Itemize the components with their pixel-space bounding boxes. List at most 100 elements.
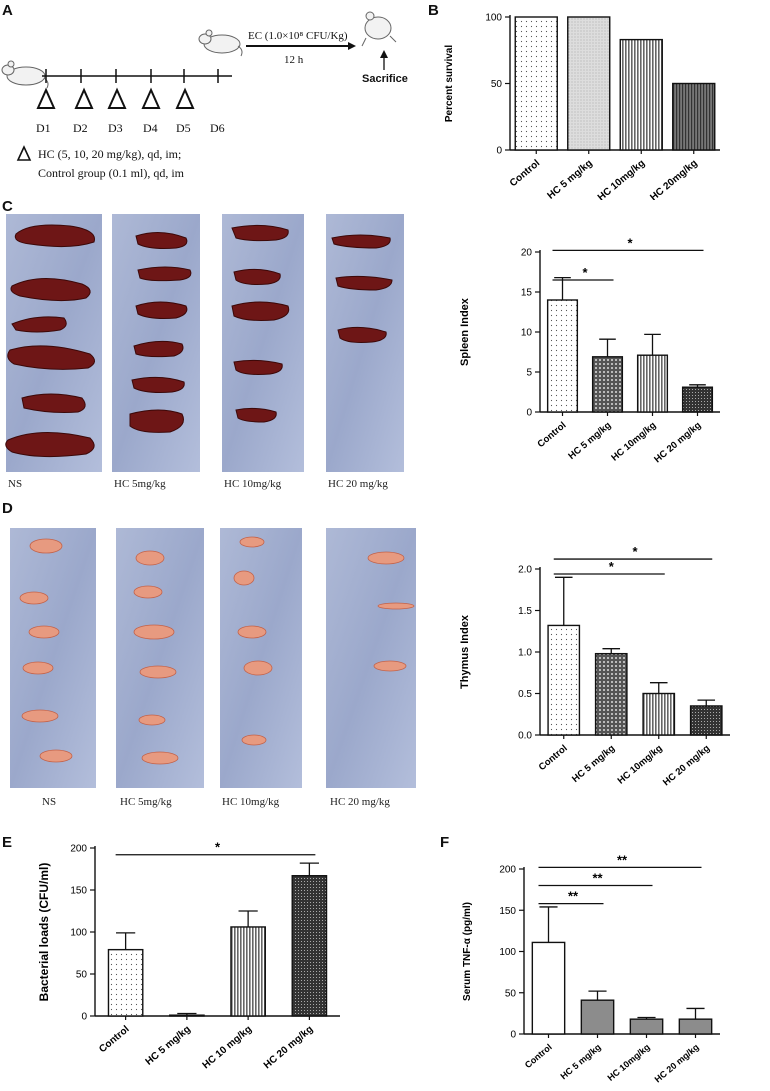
y-axis-label: Percent survival bbox=[444, 45, 455, 122]
bar bbox=[591, 356, 624, 413]
legend-line-2: Control group (0.1 ml), qd, im bbox=[38, 166, 184, 180]
y-tick-label: 5 bbox=[526, 368, 532, 379]
day-label-1: D1 bbox=[36, 121, 51, 135]
x-tick-label: HC 20 mg/kg bbox=[262, 1024, 315, 1071]
day-label-4: D4 bbox=[143, 121, 158, 135]
x-tick-label: HC 5 mg/kg bbox=[570, 743, 617, 785]
panel-letter-b: B bbox=[428, 2, 439, 19]
significance-star: ** bbox=[617, 852, 628, 867]
bar bbox=[594, 652, 628, 736]
y-tick-label: 0 bbox=[81, 1012, 87, 1023]
y-tick-label: 200 bbox=[499, 865, 516, 876]
y-tick-label: 0 bbox=[510, 1030, 516, 1041]
y-tick-label: 50 bbox=[76, 970, 88, 981]
spleen-photos bbox=[5, 214, 404, 472]
y-axis-label: Thymus Index bbox=[459, 614, 471, 689]
day-label-6: D6 bbox=[210, 121, 225, 135]
x-tick-label: HC 5 mg/kg bbox=[558, 1042, 602, 1081]
x-tick-label: HC 5 mg/kg bbox=[566, 420, 613, 462]
x-tick-label: Control bbox=[535, 420, 568, 450]
y-tick-label: 200 bbox=[70, 844, 87, 855]
bar bbox=[107, 948, 144, 1017]
x-tick-label: HC 20 mg/kg bbox=[661, 743, 712, 789]
bar bbox=[678, 1018, 713, 1035]
photo-label-hc5: HC 5mg/kg bbox=[114, 478, 166, 490]
legend-line-1: HC (5, 10, 20 mg/kg), qd, im; bbox=[38, 147, 182, 161]
sacrifice-label: Sacrifice bbox=[362, 73, 408, 85]
photo-label-ns: NS bbox=[42, 796, 57, 808]
x-tick-label: HC 20mg/kg bbox=[648, 158, 699, 200]
y-tick-label: 15 bbox=[521, 288, 533, 299]
x-tick-label: HC 10mg/kg bbox=[596, 158, 647, 200]
dose-markers bbox=[36, 87, 195, 109]
bar bbox=[689, 705, 723, 736]
bar bbox=[636, 354, 669, 413]
y-tick-label: 0 bbox=[526, 408, 532, 419]
photo-label-hc20: HC 20 mg/kg bbox=[328, 478, 388, 490]
y-tick-label: 100 bbox=[485, 13, 502, 24]
bar bbox=[546, 299, 579, 413]
y-tick-label: 50 bbox=[491, 79, 503, 90]
bar bbox=[169, 1014, 205, 1017]
bar bbox=[629, 1018, 664, 1035]
y-tick-label: 150 bbox=[499, 906, 516, 917]
x-tick-label: HC 5 mg/kg bbox=[545, 158, 594, 200]
panel-letter-c: C bbox=[2, 198, 13, 215]
significance-star: * bbox=[215, 840, 221, 855]
bar bbox=[547, 624, 581, 736]
legend-triangle-icon bbox=[16, 145, 32, 161]
mouse-injected-icon bbox=[198, 29, 243, 57]
y-axis-label: Serum TNF-α (pg/ml) bbox=[462, 902, 473, 1001]
y-tick-label: 50 bbox=[505, 988, 517, 999]
interval-label: 12 h bbox=[284, 54, 304, 66]
photo-label-hc20: HC 20 mg/kg bbox=[330, 796, 390, 808]
x-tick-label: HC 10mg/kg bbox=[606, 1042, 652, 1083]
bar bbox=[642, 692, 676, 736]
panel-letter-d: D bbox=[2, 500, 13, 517]
significance-star: * bbox=[582, 265, 588, 280]
panel-letter-a: A bbox=[2, 2, 13, 19]
photo-label-hc5: HC 5mg/kg bbox=[120, 796, 172, 808]
photo-label-ns: NS bbox=[8, 478, 23, 490]
day-label-5: D5 bbox=[176, 121, 191, 135]
mouse-sacrificed-icon bbox=[361, 11, 397, 47]
chart-bacterial-loads: 0 50 100 150 200 Bacterial loads (CFU/ml) Cont… bbox=[37, 840, 340, 1071]
bar bbox=[619, 38, 663, 151]
y-tick-label: 2.0 bbox=[518, 565, 532, 576]
significance-star: * bbox=[609, 559, 615, 574]
significance-star: * bbox=[627, 235, 633, 250]
y-tick-label: 1.0 bbox=[518, 648, 532, 659]
y-tick-label: 20 bbox=[521, 248, 533, 259]
x-tick-label: HC 10mg/kg bbox=[616, 743, 665, 787]
bar bbox=[291, 875, 328, 1017]
x-tick-label: HC 10 mg/kg bbox=[201, 1024, 254, 1071]
mouse-icon bbox=[1, 60, 49, 89]
bar bbox=[580, 999, 615, 1035]
significance-star: ** bbox=[568, 889, 579, 904]
significance-star: ** bbox=[592, 871, 603, 886]
ec-dose-label: EC (1.0×10⁸ CFU/Kg) bbox=[248, 30, 348, 42]
y-axis-label: Bacterial loads (CFU/ml) bbox=[37, 863, 51, 1002]
y-tick-label: 100 bbox=[499, 947, 516, 958]
y-tick-label: 100 bbox=[70, 928, 87, 939]
photo-label-hc10: HC 10mg/kg bbox=[222, 796, 280, 808]
x-tick-label: Control bbox=[97, 1024, 131, 1055]
bar bbox=[681, 386, 714, 413]
y-tick-label: 1.5 bbox=[518, 606, 532, 617]
chart-thymus-index: 0.0 0.5 1.0 1.5 2.0 Thymus Index Control HC 5 m… bbox=[459, 544, 730, 789]
y-tick-label: 150 bbox=[70, 886, 87, 897]
y-tick-label: 0 bbox=[496, 146, 502, 157]
photo-label-hc10: HC 10mg/kg bbox=[224, 478, 282, 490]
timeline-diagram bbox=[1, 11, 397, 161]
x-tick-label: HC 20 mg/kg bbox=[653, 1042, 701, 1085]
y-tick-label: 0.5 bbox=[518, 689, 532, 700]
x-tick-label: Control bbox=[523, 1042, 554, 1070]
y-axis-label: Spleen Index bbox=[459, 297, 471, 366]
y-tick-label: 0.0 bbox=[518, 731, 532, 742]
x-tick-label: HC 5 mg/kg bbox=[144, 1024, 193, 1068]
thymus-photos bbox=[10, 528, 416, 788]
